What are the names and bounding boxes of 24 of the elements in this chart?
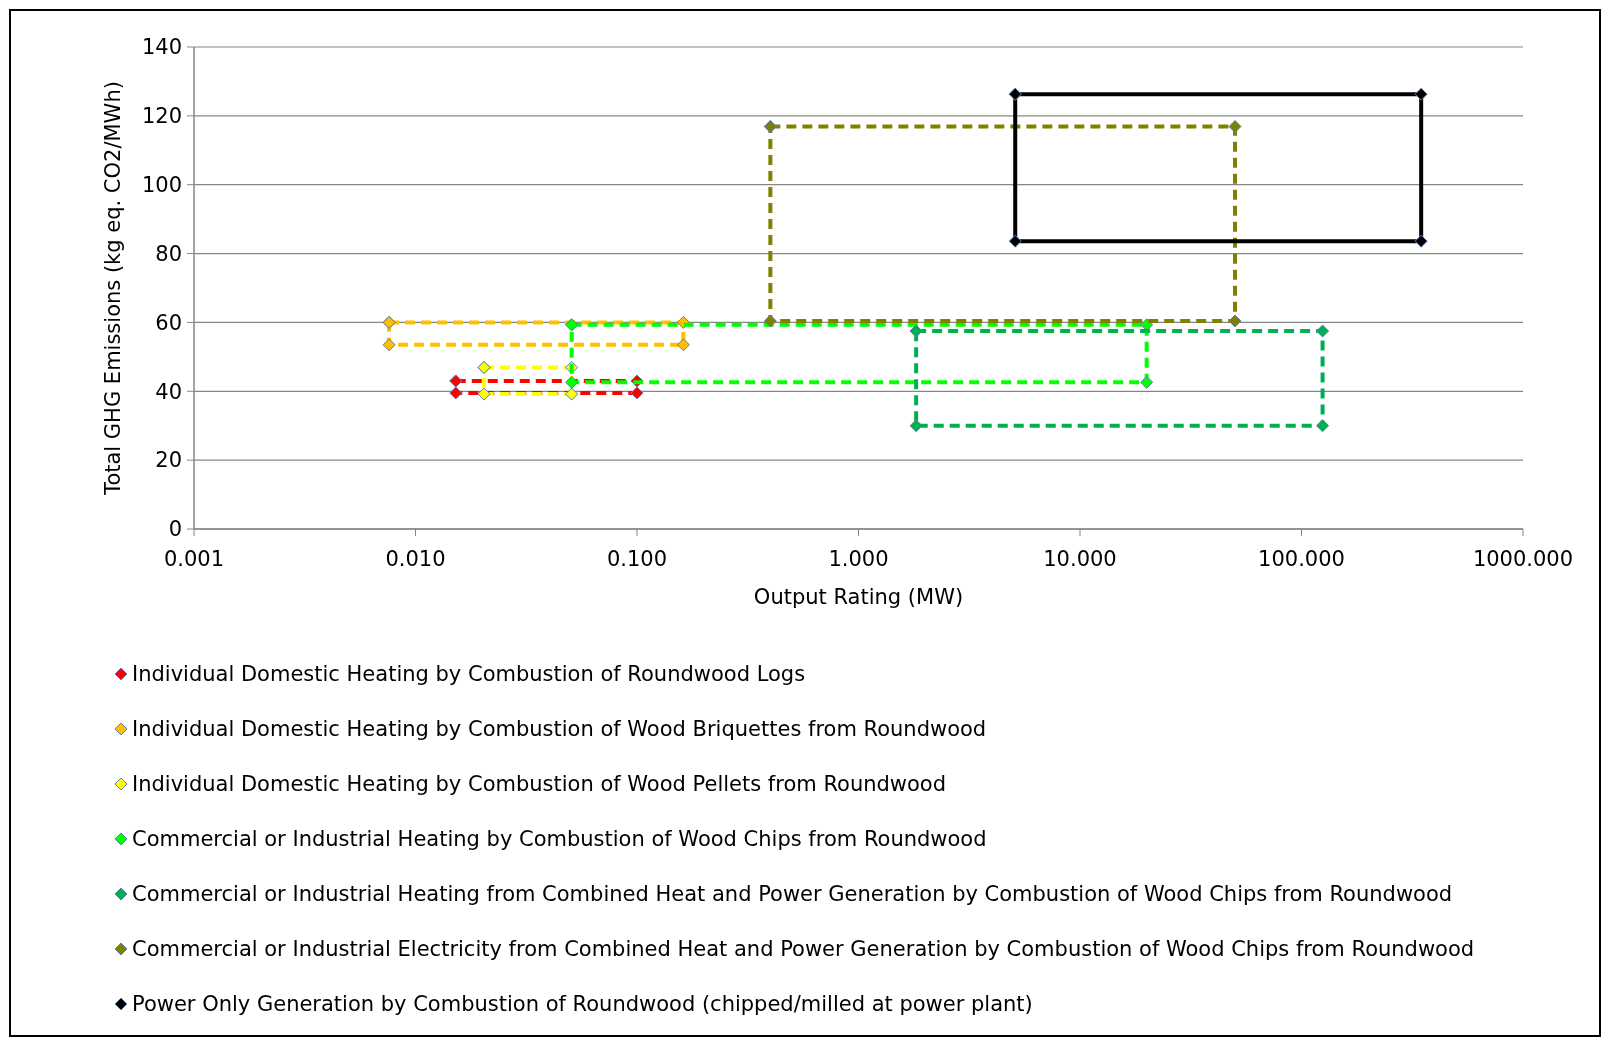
x-tick-label: 0.001 bbox=[163, 547, 225, 571]
x-tick-label: 1000.000 bbox=[1472, 547, 1574, 571]
y-tick-label: 80 bbox=[155, 241, 182, 266]
x-tick-label: 100.000 bbox=[1258, 547, 1345, 571]
legend-label: Commercial or Industrial Heating from Combined Heat and Power Generation by Combustion of Wood Chips from Roundwood bbox=[132, 882, 1453, 906]
y-tick-label: 120 bbox=[141, 104, 182, 129]
x-tick-label: 1.000 bbox=[828, 547, 889, 571]
legend-label: Commercial or Industrial Heating by Combustion of Wood Chips from Roundwood bbox=[132, 827, 987, 851]
y-axis-title: Total GHG Emissions (kg eq. CO2/MWh) bbox=[101, 81, 125, 496]
legend-label: Individual Domestic Heating by Combustion of Wood Briquettes from Roundwood bbox=[132, 717, 987, 741]
y-tick-label: 0 bbox=[168, 517, 182, 542]
y-tick-label: 140 bbox=[141, 35, 182, 60]
x-tick-label: 10.000 bbox=[1043, 547, 1117, 571]
y-tick-label: 60 bbox=[155, 310, 182, 335]
legend-label: Individual Domestic Heating by Combustion of Roundwood Logs bbox=[132, 662, 806, 686]
x-tick-label: 0.010 bbox=[385, 547, 446, 571]
legend-label: Commercial or Industrial Electricity from Combined Heat and Power Generation by Combustion of Wood Chips from Roundwood bbox=[132, 937, 1475, 961]
legend-label: Individual Domestic Heating by Combustion of Wood Pellets from Roundwood bbox=[132, 772, 947, 796]
legend-label: Power Only Generation by Combustion of Roundwood (chipped/milled at power plant) bbox=[132, 992, 1033, 1016]
y-tick-label: 100 bbox=[141, 173, 182, 198]
y-tick-label: 40 bbox=[155, 379, 182, 404]
x-axis-title: Output Rating (MW) bbox=[753, 585, 964, 609]
x-tick-label: 0.100 bbox=[606, 547, 668, 571]
y-tick-label: 20 bbox=[155, 448, 182, 473]
